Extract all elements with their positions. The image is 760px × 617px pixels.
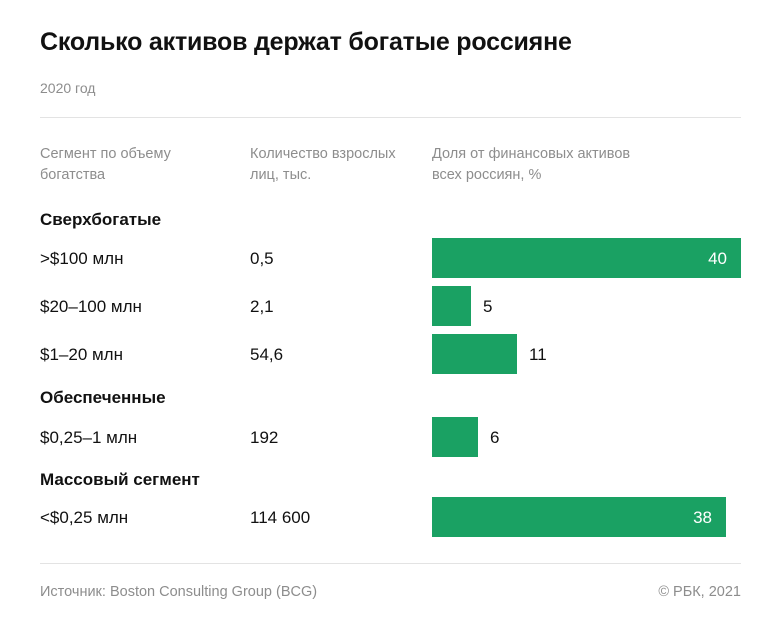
segment-label: <$0,25 млн	[40, 508, 129, 527]
adult-count: 2,1	[250, 297, 274, 316]
value-label: 38	[693, 508, 712, 527]
adult-count: 0,5	[250, 249, 274, 268]
bar	[432, 286, 471, 326]
adult-count: 114 600	[250, 508, 311, 527]
value-label: 5	[483, 297, 493, 316]
source-note: Источник: Boston Consulting Group (BCG)	[40, 584, 318, 600]
header-divider	[40, 117, 741, 118]
bar	[432, 417, 478, 457]
column-header-share: Доля от финансовых активов всех россиян,…	[432, 146, 631, 183]
bar	[432, 238, 741, 278]
adult-count: 54,6	[250, 345, 284, 364]
adult-count: 192	[250, 428, 279, 447]
column-header-count: Количество взрослых лиц, тыс.	[250, 146, 396, 183]
segment-label: $1–20 млн	[40, 345, 123, 364]
copyright-note: © РБК, 2021	[658, 584, 741, 600]
chart-subtitle: 2020 год	[40, 80, 96, 96]
segment-label: $0,25–1 млн	[40, 428, 138, 447]
group-label-affluent: Обеспеченные	[40, 388, 166, 407]
value-label: 6	[490, 428, 500, 447]
group-label-superrich: Сверхбогатые	[40, 210, 162, 229]
value-label: 11	[529, 345, 547, 364]
footer-divider	[40, 563, 741, 564]
segment-label: $20–100 млн	[40, 297, 142, 316]
segment-label: >$100 млн	[40, 249, 124, 268]
column-header-segment: Сегмент по объему богатства	[40, 146, 171, 183]
bar	[432, 497, 726, 537]
bar	[432, 334, 517, 374]
group-label-mass: Массовый сегмент	[40, 470, 200, 489]
chart-title: Сколько активов держат богатые россияне	[40, 28, 572, 56]
value-label: 40	[708, 249, 727, 268]
